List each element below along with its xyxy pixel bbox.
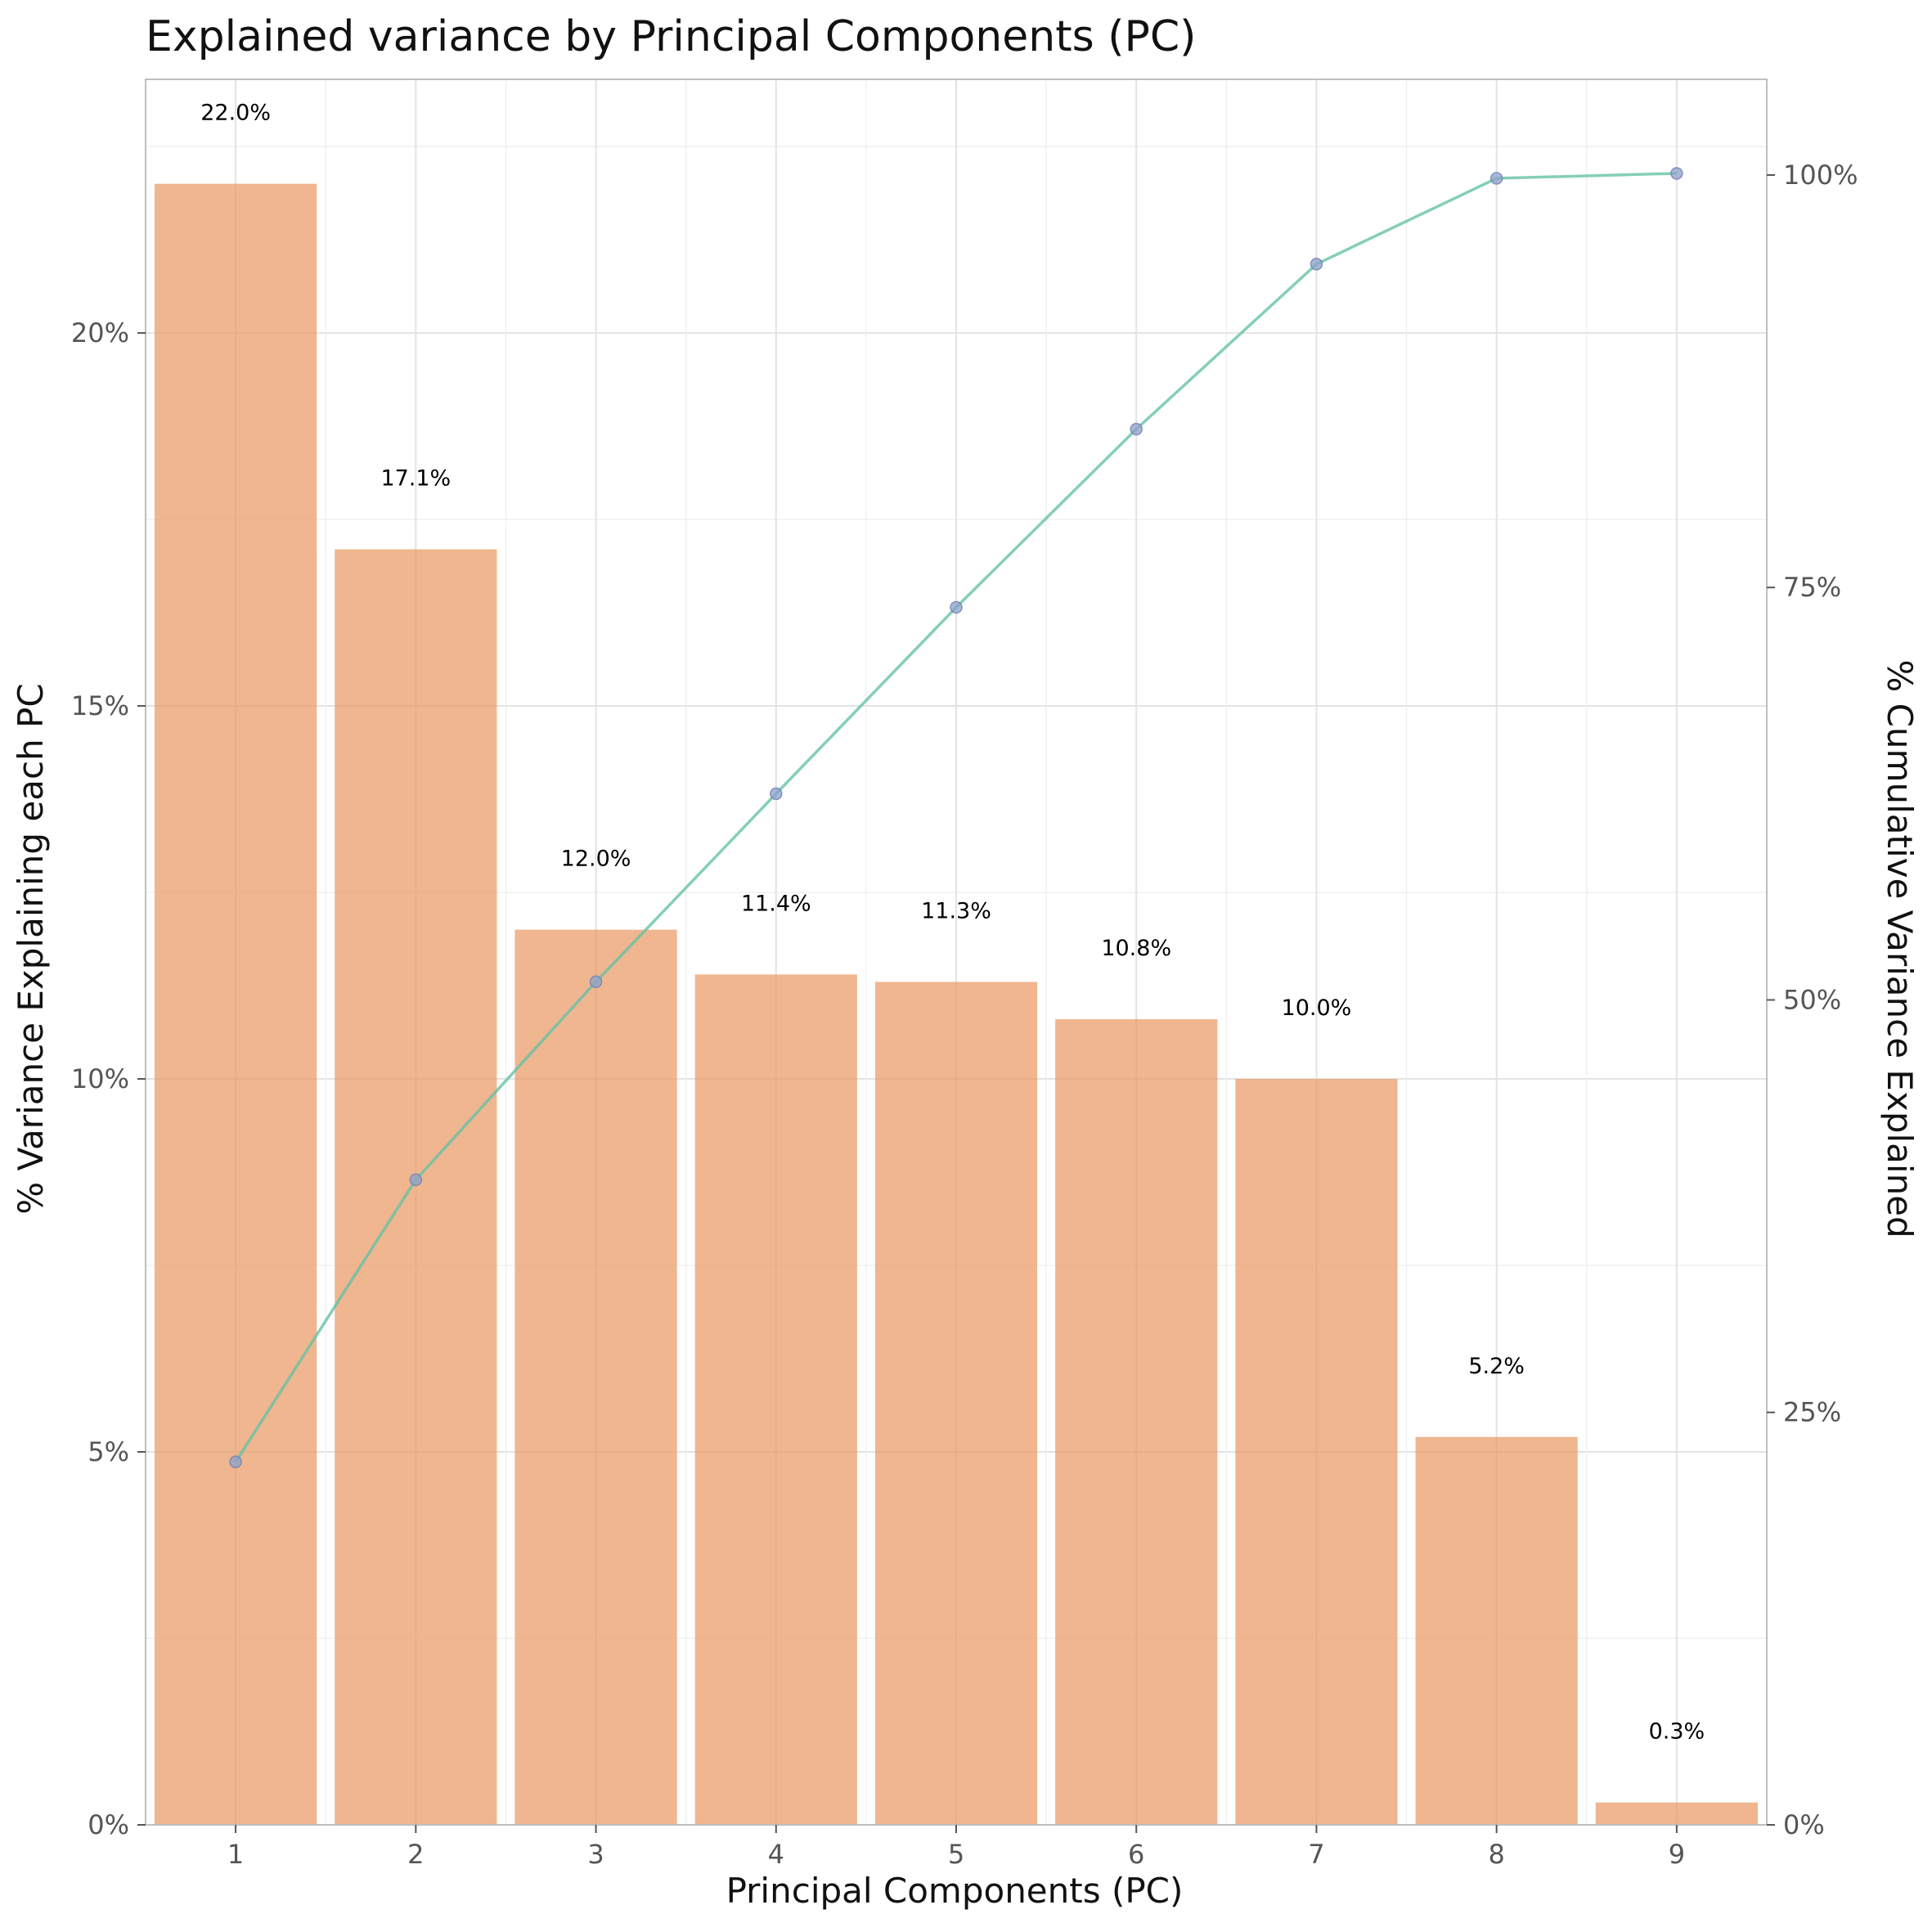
variance-bar — [1055, 1019, 1218, 1825]
variance-bar — [874, 982, 1038, 1825]
cumulative-point — [1670, 167, 1683, 180]
x-tick-label: 3 — [587, 1839, 604, 1870]
bar-value-label: 10.8% — [1101, 936, 1171, 961]
cumulative-point — [589, 975, 603, 989]
bar-value-labels: 22.0% 17.1% 12.0% 11.4% 11.3% 10.8% 10.0% 5.2% 0… — [200, 101, 1705, 1745]
y-tick-label: 15% — [71, 690, 129, 721]
bar-value-label: 11.4% — [741, 891, 811, 916]
cumulative-point — [950, 600, 963, 614]
x-tick-label: 6 — [1128, 1839, 1144, 1870]
y2-tick-label: 25% — [1783, 1397, 1841, 1428]
variance-bars — [155, 183, 1758, 1826]
cumulative-point — [1130, 422, 1143, 436]
y-axis-title: % Variance Explaining each PC — [11, 683, 51, 1214]
x-tick-label: 7 — [1308, 1839, 1324, 1870]
bar-value-label: 10.0% — [1282, 995, 1352, 1021]
bar-value-label: 11.3% — [921, 898, 991, 923]
x-tick-label: 1 — [227, 1839, 244, 1870]
y2-axis-ticks: 0% 25% 50% 75% 100% — [1767, 160, 1858, 1840]
y-tick-label: 20% — [71, 317, 129, 348]
y-tick-label: 0% — [88, 1809, 129, 1840]
bar-value-label: 22.0% — [200, 101, 271, 126]
x-tick-label: 4 — [768, 1839, 784, 1870]
variance-bar — [514, 929, 677, 1825]
variance-bar — [1595, 1802, 1758, 1825]
x-tick-label: 9 — [1669, 1839, 1685, 1870]
variance-bar — [1415, 1436, 1578, 1825]
x-axis-title: Principal Components (PC) — [726, 1871, 1184, 1911]
cumulative-point — [1489, 172, 1503, 185]
bar-value-label: 0.3% — [1649, 1719, 1705, 1745]
x-tick-label: 8 — [1488, 1839, 1504, 1870]
cumulative-point — [409, 1173, 423, 1187]
y2-tick-label: 50% — [1783, 984, 1841, 1015]
y2-tick-label: 75% — [1783, 572, 1841, 603]
y-tick-label: 5% — [88, 1436, 129, 1467]
y2-tick-label: 100% — [1783, 160, 1858, 191]
cumulative-point — [1310, 258, 1323, 271]
bar-value-label: 12.0% — [561, 847, 631, 872]
cumulative-line-series — [229, 167, 1683, 1469]
y2-axis-title: % Cumulative Variance Explained — [1880, 659, 1920, 1238]
bar-value-label: 17.1% — [380, 466, 451, 492]
variance-bar — [694, 974, 857, 1825]
bar-value-label: 5.2% — [1468, 1354, 1525, 1379]
x-axis-ticks: 1 2 3 4 5 6 7 8 9 — [227, 1825, 1685, 1870]
chart-title: Explained variance by Principal Componen… — [146, 12, 1196, 61]
y-axis-ticks: 0% 5% 10% 15% 20% — [71, 317, 146, 1840]
x-tick-label: 2 — [407, 1839, 424, 1870]
y-tick-label: 10% — [71, 1063, 129, 1094]
variance-bar — [335, 549, 497, 1825]
variance-bar — [1235, 1079, 1398, 1825]
cumulative-point — [770, 787, 783, 801]
variance-bar — [155, 183, 317, 1826]
cumulative-point — [229, 1455, 242, 1469]
x-tick-label: 5 — [948, 1839, 964, 1870]
y2-tick-label: 0% — [1783, 1809, 1825, 1840]
